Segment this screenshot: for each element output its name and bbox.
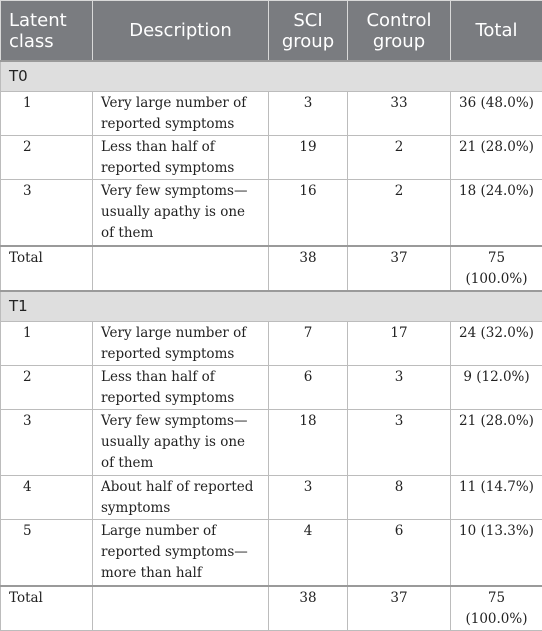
cell-description: Very large number of reported symptoms — [93, 92, 269, 136]
cell-description — [93, 246, 269, 291]
cell-class: 2 — [1, 366, 93, 410]
cell-description: Very few symptoms—usually apathy is one … — [93, 180, 269, 247]
cell-control: 3 — [348, 410, 451, 476]
cell-sci: 6 — [269, 366, 348, 410]
cell-total: 21 (28.0%) — [451, 136, 542, 180]
cell-sci: 3 — [269, 476, 348, 520]
cell-description: Less than half of reported symptoms — [93, 366, 269, 410]
cell-class: 1 — [1, 322, 93, 366]
cell-class: 1 — [1, 92, 93, 136]
cell-description: Very large number of reported symptoms — [93, 322, 269, 366]
table-row: 4 About half of reported symptoms 3 8 11… — [1, 476, 542, 520]
cell-sci: 18 — [269, 410, 348, 476]
header-sci-group: SCI group — [269, 1, 348, 62]
cell-total: 36 (48.0%) — [451, 92, 542, 136]
cell-sci: 16 — [269, 180, 348, 247]
cell-class: 4 — [1, 476, 93, 520]
section-row-t0: T0 — [1, 61, 542, 92]
cell-control: 37 — [348, 246, 451, 291]
cell-total: 75 (100.0%) — [451, 586, 542, 631]
cell-total: 75 (100.0%) — [451, 246, 542, 291]
table-row: 3 Very few symptoms—usually apathy is on… — [1, 410, 542, 476]
cell-control: 2 — [348, 136, 451, 180]
cell-total: 24 (32.0%) — [451, 322, 542, 366]
cell-sci: 19 — [269, 136, 348, 180]
table-row: 1 Very large number of reported symptoms… — [1, 92, 542, 136]
table-row: 3 Very few symptoms—usually apathy is on… — [1, 180, 542, 247]
cell-description: Less than half of reported symptoms — [93, 136, 269, 180]
cell-description: Large number of reported symptoms—more t… — [93, 520, 269, 587]
cell-description — [93, 586, 269, 631]
cell-total: 10 (13.3%) — [451, 520, 542, 587]
cell-total-label: Total — [1, 586, 93, 631]
cell-sci: 4 — [269, 520, 348, 587]
cell-description: About half of reported symptoms — [93, 476, 269, 520]
header-latent-class: Latent class — [1, 1, 93, 62]
cell-sci: 7 — [269, 322, 348, 366]
header-total: Total — [451, 1, 542, 62]
cell-control: 2 — [348, 180, 451, 247]
cell-control: 17 — [348, 322, 451, 366]
cell-control: 37 — [348, 586, 451, 631]
total-row-t1: Total 38 37 75 (100.0%) — [1, 586, 542, 631]
section-label: T0 — [1, 61, 542, 92]
cell-total: 18 (24.0%) — [451, 180, 542, 247]
header-description: Description — [93, 1, 269, 62]
header-control-group: Control group — [348, 1, 451, 62]
cell-total: 9 (12.0%) — [451, 366, 542, 410]
table-row: 5 Large number of reported symptoms—more… — [1, 520, 542, 587]
cell-control: 33 — [348, 92, 451, 136]
cell-class: 3 — [1, 410, 93, 476]
cell-class: 5 — [1, 520, 93, 587]
cell-sci: 38 — [269, 246, 348, 291]
cell-control: 3 — [348, 366, 451, 410]
cell-sci: 38 — [269, 586, 348, 631]
cell-control: 8 — [348, 476, 451, 520]
total-row-t0: Total 38 37 75 (100.0%) — [1, 246, 542, 291]
cell-class: 2 — [1, 136, 93, 180]
cell-control: 6 — [348, 520, 451, 587]
cell-sci: 3 — [269, 92, 348, 136]
section-row-t1: T1 — [1, 291, 542, 322]
cell-description: Very few symptoms—usually apathy is one … — [93, 410, 269, 476]
cell-total-label: Total — [1, 246, 93, 291]
cell-total: 11 (14.7%) — [451, 476, 542, 520]
table-row: 2 Less than half of reported symptoms 6 … — [1, 366, 542, 410]
cell-class: 3 — [1, 180, 93, 247]
table-row: 2 Less than half of reported symptoms 19… — [1, 136, 542, 180]
header-row: Latent class Description SCI group Contr… — [1, 1, 542, 62]
table-row: 1 Very large number of reported symptoms… — [1, 322, 542, 366]
cell-total: 21 (28.0%) — [451, 410, 542, 476]
section-label: T1 — [1, 291, 542, 322]
